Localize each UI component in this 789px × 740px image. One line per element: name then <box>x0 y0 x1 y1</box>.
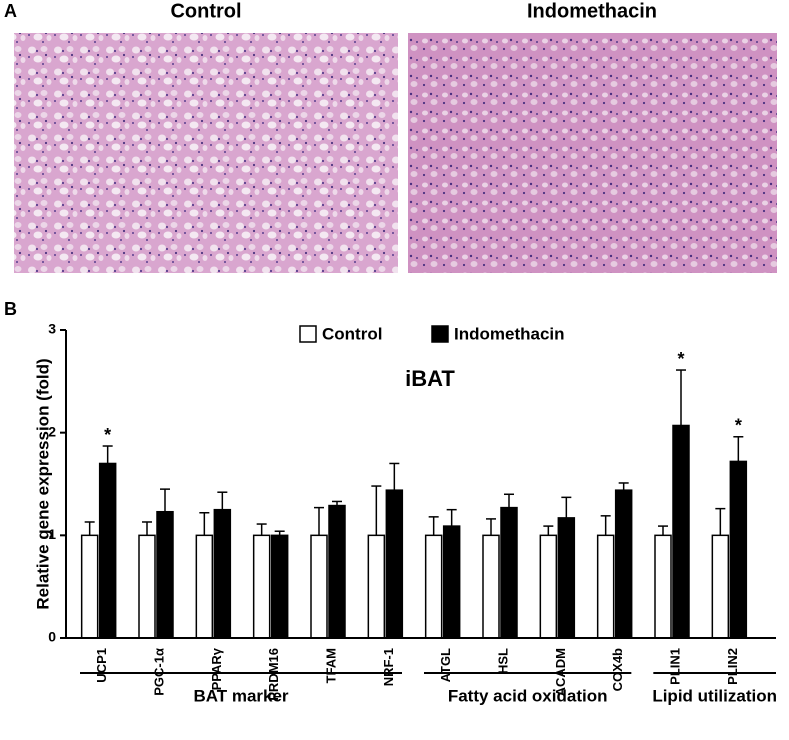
panel-label: B <box>4 299 17 319</box>
legend-label: Indomethacin <box>454 324 565 343</box>
significance-marker: * <box>104 425 111 445</box>
bar <box>729 460 748 639</box>
bar <box>672 424 690 639</box>
group-label: Lipid utilization <box>652 686 777 705</box>
bar <box>367 534 386 639</box>
legend-swatch <box>299 325 317 343</box>
bar <box>596 534 615 639</box>
x-tick-label: NRF-1 <box>381 648 396 686</box>
x-tick-label: PLIN2 <box>725 648 740 685</box>
bar <box>98 462 117 639</box>
significance-marker: * <box>735 416 742 436</box>
significance-marker: * <box>677 349 684 369</box>
bar <box>424 534 443 639</box>
image-title: Indomethacin <box>527 0 657 22</box>
legend-label: Control <box>322 324 382 343</box>
x-tick-label: PPARγ <box>209 647 224 690</box>
bar <box>270 534 289 639</box>
image-title: Control <box>170 0 241 22</box>
x-tick-label: TFAM <box>323 648 338 683</box>
histology-image <box>14 33 398 273</box>
bar <box>557 517 576 639</box>
y-tick-label: 0 <box>48 629 56 645</box>
panel-label: A <box>4 1 17 21</box>
x-tick-label: UCP1 <box>94 648 109 683</box>
bar <box>195 534 214 639</box>
bar <box>156 510 174 639</box>
bar <box>654 534 672 639</box>
bar <box>328 504 346 639</box>
bar <box>539 534 558 639</box>
bar <box>138 534 156 639</box>
bar <box>310 534 328 639</box>
x-tick-label: HSL <box>495 648 510 674</box>
bar <box>385 489 404 639</box>
x-tick-label: PLIN1 <box>667 648 682 685</box>
x-tick-label: ATGL <box>438 648 453 682</box>
x-tick-label: COX4b <box>610 648 625 691</box>
bar <box>80 534 99 639</box>
y-tick-label: 1 <box>48 526 56 542</box>
x-tick-label: PGC-1α <box>151 648 166 696</box>
bar <box>500 506 518 639</box>
bar <box>442 525 461 639</box>
y-tick-label: 2 <box>48 423 56 439</box>
bar <box>482 534 500 639</box>
bar <box>614 489 633 639</box>
group-label: Fatty acid oxidation <box>448 686 608 705</box>
group-label: BAT marker <box>193 686 288 705</box>
legend-swatch <box>431 325 449 343</box>
bar <box>252 534 271 639</box>
bar <box>213 508 232 639</box>
x-tick-label: PRDM16 <box>266 648 281 701</box>
y-axis-label: Relative gene expression (fold) <box>33 358 52 609</box>
histology-image <box>408 33 777 273</box>
y-tick-label: 3 <box>48 321 56 337</box>
bar <box>711 534 730 639</box>
chart-title: iBAT <box>405 366 455 391</box>
